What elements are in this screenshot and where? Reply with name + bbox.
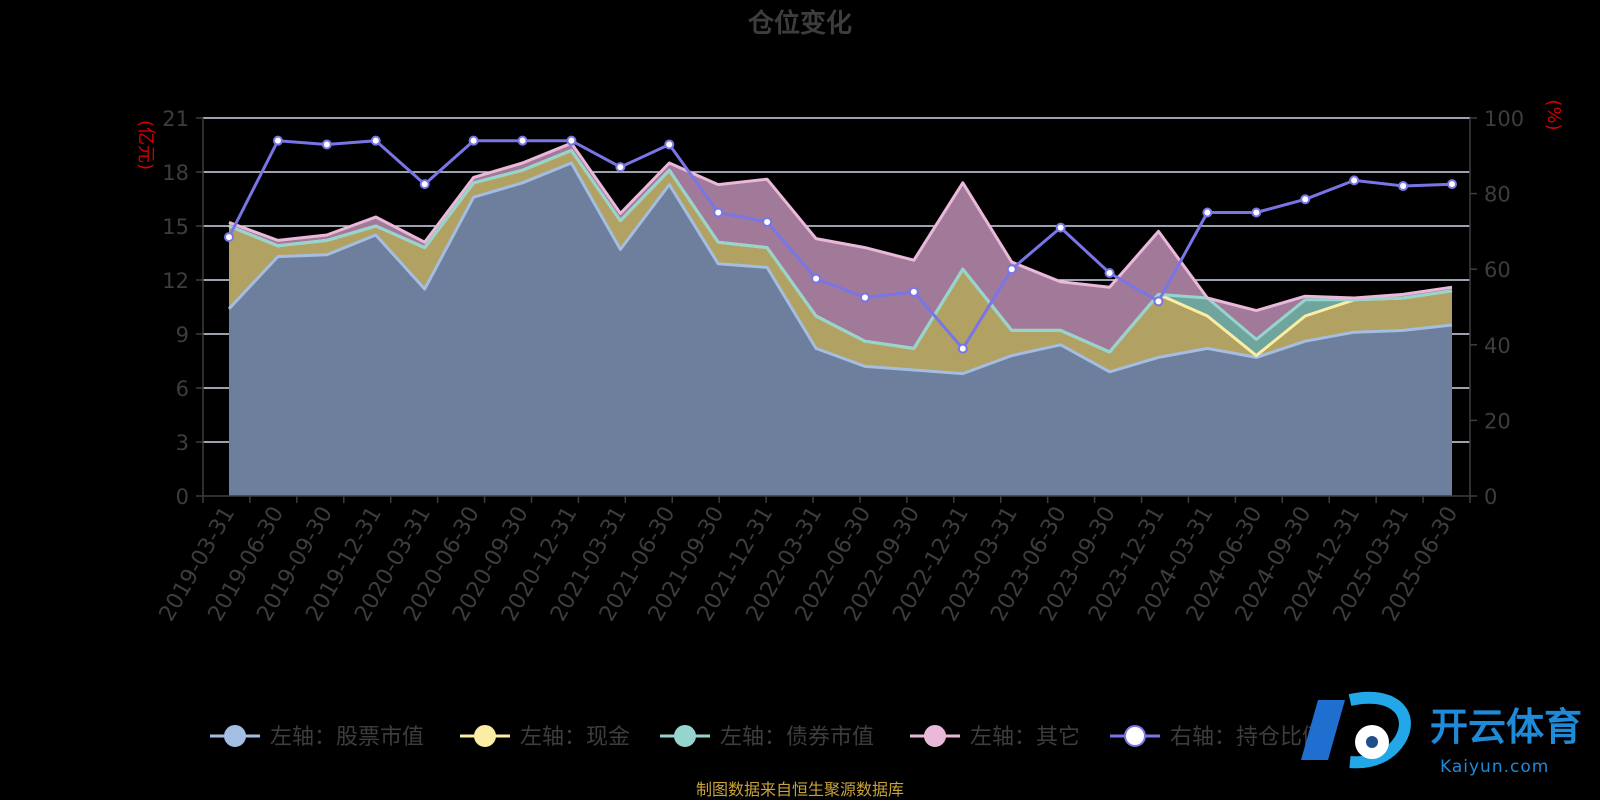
bond-line	[228, 148, 1453, 354]
legend-label: 左轴：其它	[970, 725, 1080, 750]
stock-area	[229, 163, 1452, 496]
other-line	[228, 141, 1453, 313]
watermark-cn: 开云体育	[1430, 705, 1582, 749]
ratio-point[interactable]	[1055, 222, 1066, 233]
right-y-tick-label: 60	[1484, 258, 1511, 282]
left-y-tick-label: 0	[176, 485, 189, 509]
right-y-axis-labels: 0 20 40 60 80 100	[1470, 107, 1524, 509]
chart-title: 仓位变化	[747, 8, 852, 39]
ratio-point[interactable]	[762, 216, 773, 227]
axes	[202, 118, 1471, 503]
left-y-tick-label: 12	[162, 269, 189, 293]
ratio-point[interactable]	[419, 179, 430, 190]
right-y-tick-label: 40	[1484, 334, 1511, 358]
legend-cash[interactable]: 左轴：现金	[460, 725, 630, 750]
ratio-point[interactable]	[321, 139, 332, 150]
ratio-point[interactable]	[224, 232, 234, 243]
left-y-tick-label: 21	[162, 107, 189, 131]
ratio-point[interactable]	[1251, 207, 1262, 218]
ratio-point[interactable]	[1300, 194, 1311, 205]
left-y-tick-label: 15	[162, 215, 189, 239]
ratio-point[interactable]	[468, 135, 479, 146]
ratio-point[interactable]	[1447, 179, 1457, 190]
legend-label: 左轴：股票市值	[270, 725, 424, 750]
legend-marker	[674, 725, 696, 747]
ratio-point[interactable]	[811, 273, 822, 284]
watermark: 开云体育 Kaiyun.com	[1301, 691, 1582, 777]
ratio-point[interactable]	[370, 135, 381, 146]
ratio-series-line	[227, 139, 1453, 351]
legend[interactable]: 左轴：股票市值 左轴：现金 左轴：债券市值 左轴：其它 右轴：持仓比例	[210, 725, 1324, 750]
right-y-tick-label: 100	[1484, 107, 1524, 131]
ratio-point[interactable]	[1104, 267, 1115, 278]
legend-other[interactable]: 左轴：其它	[910, 725, 1080, 750]
legend-label: 左轴：现金	[520, 725, 630, 750]
ratio-point[interactable]	[615, 162, 626, 173]
ratio-point[interactable]	[566, 135, 577, 146]
ratio-point[interactable]	[517, 135, 528, 146]
ratio-line	[224, 135, 1457, 354]
legend-stock[interactable]: 左轴：股票市值	[210, 725, 424, 750]
right-axis-unit: (%)	[1543, 99, 1564, 130]
ratio-point[interactable]	[859, 292, 870, 303]
other-area	[229, 143, 1452, 352]
ratio-point[interactable]	[1398, 181, 1409, 192]
ratio-point[interactable]	[1202, 207, 1213, 218]
source-note: 制图数据来自恒生聚源数据库	[696, 780, 904, 799]
legend-marker	[474, 725, 496, 747]
legend-marker	[1124, 725, 1146, 747]
ratio-point[interactable]	[713, 207, 724, 218]
ratio-point[interactable]	[957, 343, 968, 354]
right-y-tick-label: 80	[1484, 183, 1511, 207]
left-y-tick-label: 6	[176, 377, 189, 401]
legend-ratio[interactable]: 右轴：持仓比例	[1110, 725, 1324, 750]
x-axis-labels: 2019-03-312019-06-302019-09-302019-12-31…	[155, 503, 1464, 626]
ratio-point[interactable]	[908, 286, 919, 297]
legend-marker	[224, 725, 246, 747]
legend-marker	[924, 725, 946, 747]
ratio-point[interactable]	[272, 135, 283, 146]
left-y-axis-labels: 0 3 6 9 12 15 18 21	[162, 107, 203, 509]
legend-label: 右轴：持仓比例	[1170, 725, 1324, 750]
watermark-en: Kaiyun.com	[1440, 757, 1549, 777]
left-y-tick-label: 9	[176, 323, 189, 347]
ratio-point[interactable]	[664, 139, 675, 150]
legend-label: 左轴：债券市值	[720, 725, 874, 750]
right-y-tick-label: 20	[1484, 409, 1511, 433]
stock-line	[227, 161, 1453, 376]
left-y-tick-label: 3	[176, 431, 189, 455]
left-axis-unit: (亿元)	[135, 120, 156, 170]
stacked-areas	[227, 141, 1453, 496]
ratio-point[interactable]	[1153, 296, 1164, 307]
right-y-tick-label: 0	[1484, 485, 1497, 509]
watermark-logo-icon	[1301, 691, 1411, 769]
ratio-point[interactable]	[1349, 175, 1360, 186]
left-y-tick-label: 18	[162, 161, 189, 185]
cash-area	[229, 150, 1452, 374]
ratio-point[interactable]	[1006, 264, 1017, 275]
legend-bond[interactable]: 左轴：债券市值	[660, 725, 874, 750]
